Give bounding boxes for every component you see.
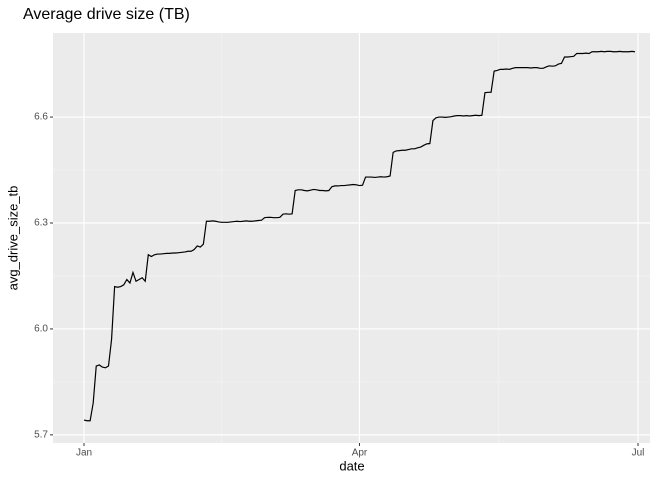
chart-title: Average drive size (TB) xyxy=(23,6,190,23)
y-tick-label: 6.0 xyxy=(34,324,48,335)
y-tick-label: 5.7 xyxy=(34,430,48,441)
line xyxy=(83,50,636,422)
panel xyxy=(53,33,650,443)
x-tick-label: Jul xyxy=(632,448,645,459)
x-tick-label: Apr xyxy=(352,448,368,459)
x-axis-title: date xyxy=(339,458,364,473)
x-tick-label: Jan xyxy=(76,448,92,459)
y-tick-label: 6.6 xyxy=(34,112,48,123)
y-axis-title: avg_drive_size_tb xyxy=(5,186,20,291)
y-tick-label: 6.3 xyxy=(34,218,48,229)
